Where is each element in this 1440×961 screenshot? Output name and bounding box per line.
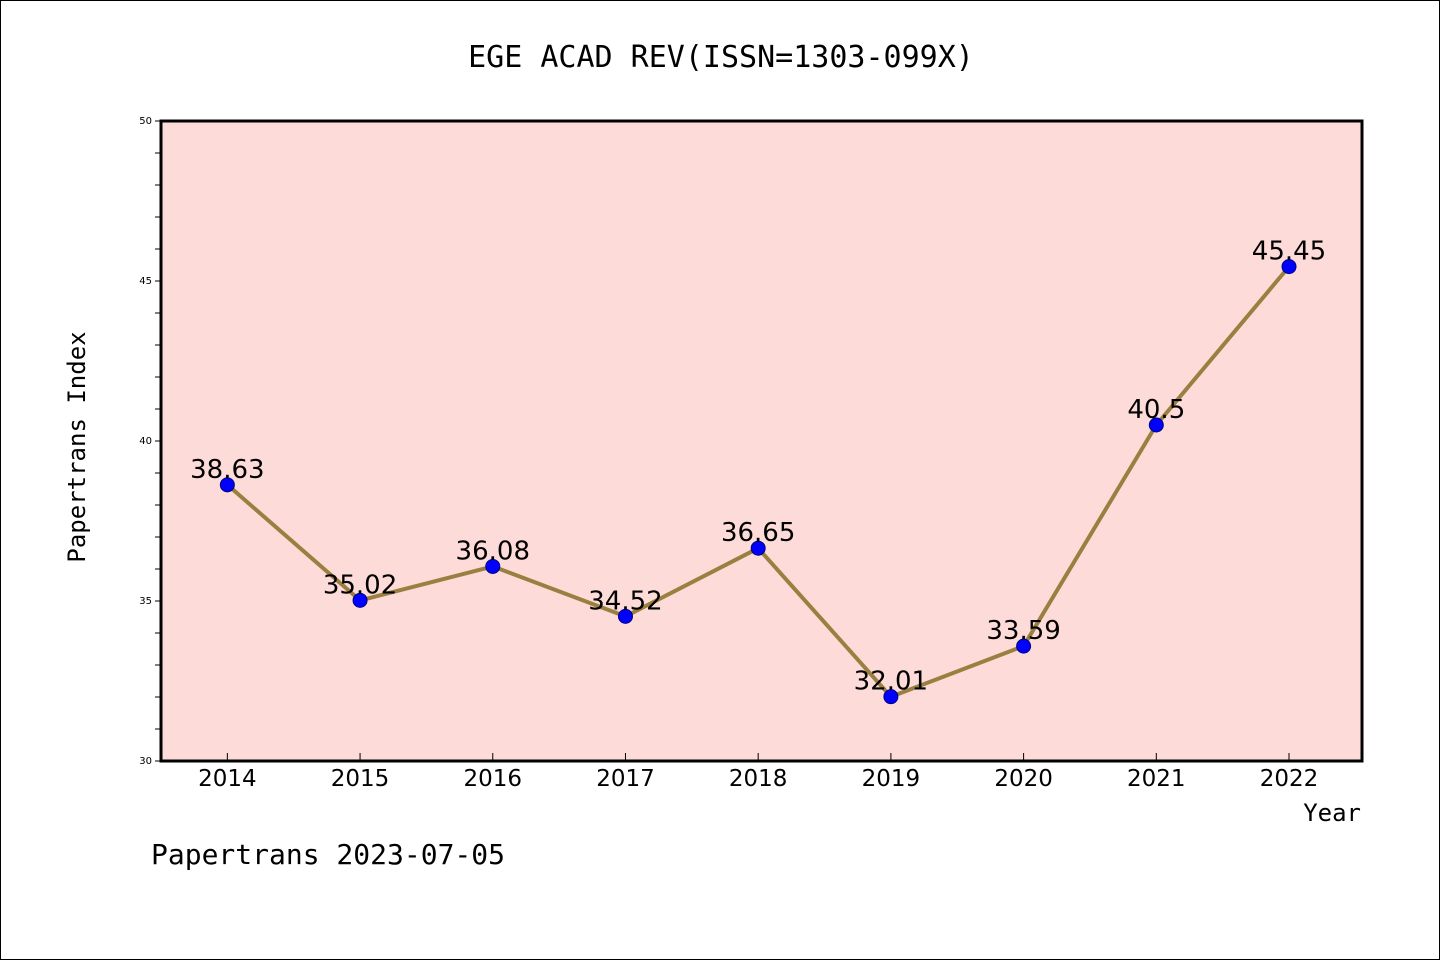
data-point	[352, 592, 368, 608]
x-axis: 2014 2015 2016 2017 2018 2019 2020 2021 2022	[198, 753, 1318, 792]
footer-date: Papertrans 2023-07-05	[151, 838, 505, 871]
y-tick-label: 35	[139, 596, 152, 607]
x-tick-label: 2022	[1260, 766, 1319, 792]
y-tick-label: 30	[139, 756, 152, 767]
data-labels: 38.63 35.02 36.08 34.52 36.65 32.01 33.59 40.5 4…	[190, 237, 1326, 697]
data-label: 36.08	[456, 536, 530, 566]
data-label: 38.63	[190, 455, 264, 485]
x-tick-label: 2017	[596, 766, 655, 792]
x-tick-label: 2015	[331, 766, 390, 792]
data-markers	[219, 259, 1297, 705]
data-point	[1016, 638, 1032, 654]
data-label: 32.01	[854, 667, 928, 697]
data-point	[485, 558, 501, 574]
x-tick-label: 2020	[994, 766, 1053, 792]
plot-area	[159, 119, 1364, 763]
y-axis: 30 35 40 45 50	[139, 116, 161, 767]
y-axis-label: Papertrans Index	[63, 331, 91, 562]
data-label: 34.52	[588, 586, 662, 616]
data-point	[750, 540, 766, 556]
data-point	[883, 689, 899, 705]
data-point	[617, 608, 633, 624]
chart-title: EGE ACAD REV(ISSN=1303-099X)	[468, 40, 974, 75]
x-tick-label: 2014	[198, 766, 257, 792]
data-point	[219, 477, 235, 493]
data-point	[1281, 259, 1297, 275]
data-label: 35.02	[323, 570, 397, 600]
x-tick-label: 2021	[1127, 766, 1186, 792]
data-label: 36.65	[721, 518, 795, 548]
x-tick-label: 2018	[729, 766, 788, 792]
y-tick-label: 50	[139, 116, 152, 127]
y-tick-label: 45	[139, 276, 152, 287]
x-axis-label: Year	[1303, 799, 1361, 827]
y-tick-label: 40	[139, 436, 152, 447]
x-tick-label: 2016	[463, 766, 522, 792]
data-label: 40.5	[1127, 395, 1185, 425]
x-tick-label: 2019	[862, 766, 921, 792]
data-label: 45.45	[1252, 237, 1326, 267]
data-point	[1148, 417, 1164, 433]
data-label: 33.59	[986, 616, 1060, 646]
